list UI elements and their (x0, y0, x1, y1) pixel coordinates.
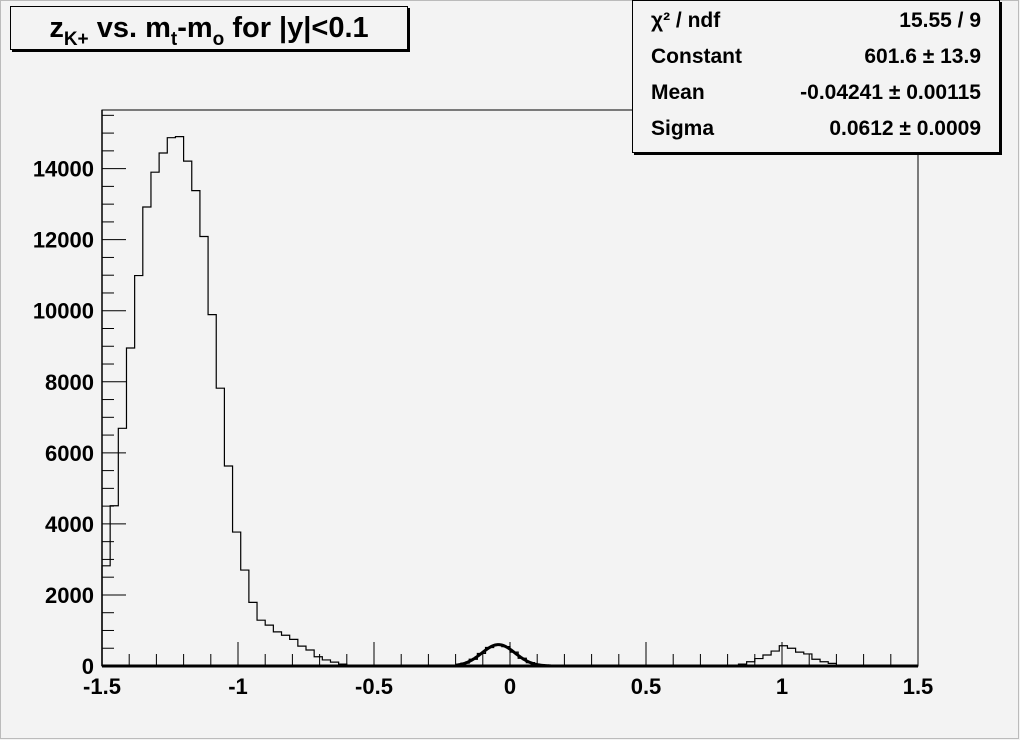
gaussian-fit-curve (455, 643, 551, 668)
stats-value: -0.04241 ± 0.00115 (800, 81, 981, 104)
histogram-bin (224, 466, 232, 666)
histogram-bin (771, 651, 779, 666)
histogram-bin (184, 161, 192, 666)
histogram-bin (175, 137, 183, 666)
histogram-bin (135, 276, 143, 666)
histogram-bin (306, 650, 314, 666)
x-tick-label: 1 (776, 674, 788, 699)
histogram-bin (273, 632, 281, 666)
y-tick-label: 10000 (33, 299, 94, 324)
histogram-bin (143, 207, 151, 666)
histogram-bin (796, 652, 804, 666)
histogram-bin (282, 635, 290, 666)
histogram-bin (763, 655, 771, 666)
x-tick-label: 1.5 (903, 674, 934, 699)
stats-value: 0.0612 ± 0.0009 (829, 117, 981, 140)
histogram-bin (200, 236, 208, 666)
histogram-bin (126, 348, 134, 666)
histogram-bin (249, 602, 257, 666)
title-part: for |y|<0.1 (224, 12, 369, 44)
histogram-line (101, 136, 918, 667)
y-tick-label: 6000 (45, 441, 94, 466)
histogram-bin (241, 570, 249, 666)
x-tick-label: -0.5 (355, 674, 393, 699)
y-tick-label: 8000 (45, 370, 94, 395)
title-part: z (49, 12, 64, 44)
title-part: -m (177, 12, 213, 44)
stats-row-constant: Constant 601.6 ± 13.9 (633, 39, 999, 75)
histogram-bin (787, 648, 795, 666)
histogram-bin (779, 646, 787, 666)
histogram-bin (290, 639, 298, 666)
y-tick-label: 14000 (33, 157, 94, 182)
title-sub: t (170, 29, 178, 50)
histogram-bin (110, 506, 118, 666)
x-tick-label: -1.5 (83, 674, 121, 699)
stats-value: 601.6 ± 13.9 (864, 45, 981, 68)
fit-stats-box: χ² / ndf 15.55 / 9 Constant 601.6 ± 13.9 M… (632, 0, 1000, 153)
stats-label: Constant (651, 45, 742, 68)
stats-row-sigma: Sigma 0.0612 ± 0.0009 (633, 111, 999, 147)
histogram-bin (102, 566, 110, 666)
y-tick-label: 2000 (45, 583, 94, 608)
x-tick-label: 0 (504, 674, 516, 699)
histogram-bin (298, 646, 306, 666)
x-tick-label: -1 (228, 674, 248, 699)
histogram-bin (257, 620, 265, 666)
x-tick-label: 0.5 (631, 674, 662, 699)
histogram-bin (494, 645, 502, 666)
histogram-bin (265, 625, 273, 666)
stats-row-mean: Mean -0.04241 ± 0.00115 (633, 75, 999, 111)
chart-title: zK+ vs. mt-mo for |y|<0.1 (10, 6, 408, 50)
histogram-bin (208, 315, 216, 666)
histogram-bin (216, 388, 224, 666)
histogram-bin (233, 532, 241, 666)
histogram-bin (167, 138, 175, 666)
title-part: vs. m (88, 12, 171, 44)
stats-label: Sigma (651, 117, 715, 140)
y-tick-label: 0 (82, 654, 94, 679)
histogram-bin (118, 428, 126, 666)
stats-label: χ² / ndf (651, 9, 721, 32)
stats-label: Mean (651, 81, 705, 104)
histogram-bin (804, 654, 812, 666)
y-tick-label: 4000 (45, 512, 94, 537)
histogram-bin (151, 172, 159, 666)
y-tick-label: 12000 (33, 228, 94, 253)
histogram-bin (192, 191, 200, 666)
histogram-bin (159, 153, 167, 666)
title-sub: K+ (63, 29, 89, 50)
title-sub: o (212, 29, 225, 50)
stats-row-chi2: χ² / ndf 15.55 / 9 (633, 3, 999, 39)
stats-value: 15.55 / 9 (899, 9, 981, 32)
